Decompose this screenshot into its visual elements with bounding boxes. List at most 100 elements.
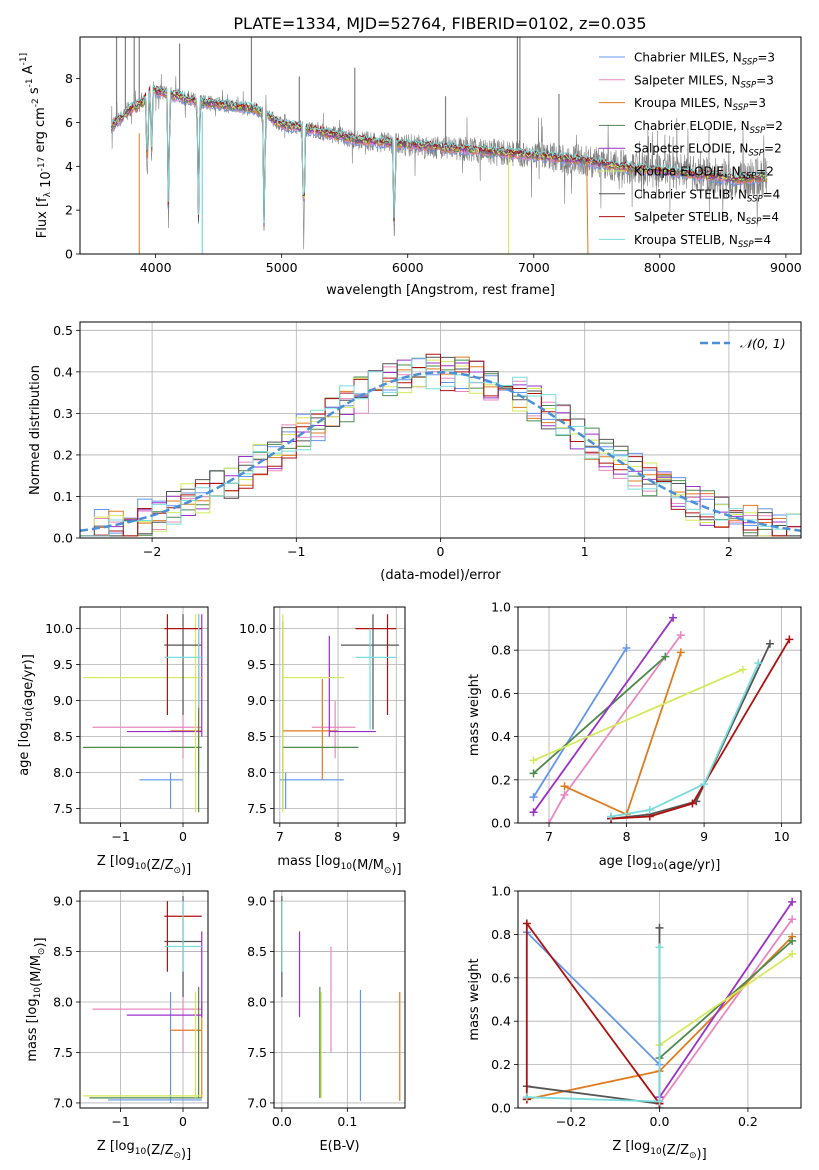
errorbar-salpeter-elodie bbox=[126, 931, 203, 1018]
x-tick-label: 2 bbox=[725, 544, 733, 559]
y-tick-label: 0.4 bbox=[53, 364, 73, 379]
errorbar-chabrier-miles bbox=[139, 772, 184, 809]
mass-vs-EBV-panel-grid bbox=[274, 891, 405, 1108]
legend-entry: Kroupa MILES, NSSP=3 bbox=[634, 96, 766, 113]
legend-entry: Chabrier ELODIE, NSSP=2 bbox=[634, 119, 783, 136]
series-salpeter-miles bbox=[655, 915, 797, 1108]
data-point bbox=[529, 793, 538, 802]
series-line bbox=[525, 920, 661, 1105]
errorbar-kroupa-miles bbox=[170, 1002, 203, 1098]
x-tick-label: 0 bbox=[437, 544, 445, 559]
y-tick-label: 0.8 bbox=[491, 643, 511, 658]
mass-vs-Z-panel-grid bbox=[80, 891, 208, 1108]
x-tick-label: 7000 bbox=[518, 260, 550, 275]
x-tick-label: −1 bbox=[111, 1114, 129, 1129]
y-axis-label: age [log10(age/yr)] bbox=[17, 654, 36, 776]
y-tick-label: 9.5 bbox=[247, 657, 267, 672]
data-point bbox=[788, 949, 797, 958]
axes-frame bbox=[79, 606, 209, 824]
y-tick-label: 8.5 bbox=[53, 729, 73, 744]
mass-vs-EBV-panel-plot-area bbox=[281, 896, 401, 1101]
legend-entry: Salpeter STELIB, NSSP=4 bbox=[634, 210, 779, 227]
series-salpeter-stelib bbox=[522, 919, 664, 1108]
series-line bbox=[658, 953, 793, 1046]
axes-frame bbox=[79, 36, 802, 255]
age-vs-Z-panel: −1 0 7.5 8.0 8.5 9.0 9.5 10.0 Z [log10(Z/Z⊙)] age… bbox=[17, 606, 209, 877]
data-point bbox=[661, 652, 670, 661]
y-tick-label: 0.2 bbox=[491, 772, 511, 787]
errorbar-chabrier-miles bbox=[279, 772, 344, 809]
x-tick-label: −1 bbox=[287, 544, 305, 559]
errorbar-kroupa-stelib bbox=[164, 614, 202, 708]
data-point bbox=[788, 936, 797, 945]
data-point bbox=[529, 769, 538, 778]
y-tick-label: 9.0 bbox=[53, 693, 73, 708]
errorbar-kroupa-miles bbox=[170, 671, 202, 773]
data-point bbox=[655, 923, 664, 932]
y-tick-label: 6 bbox=[65, 115, 73, 130]
x-tick-label: −0.2 bbox=[556, 1114, 586, 1129]
age-vs-mass-panel-plot-area bbox=[279, 614, 400, 813]
data-point bbox=[754, 659, 763, 668]
y-tick-label: 10.0 bbox=[45, 621, 73, 636]
y-tick-label: 0.5 bbox=[53, 323, 73, 338]
series-line bbox=[610, 662, 760, 818]
data-point bbox=[788, 915, 797, 924]
y-tick-label: 9.0 bbox=[247, 693, 267, 708]
x-axis-label: age [log10(age/yr)] bbox=[599, 854, 721, 873]
errorbar-kroupa-elodie bbox=[83, 991, 202, 1098]
x-tick-label: 5000 bbox=[266, 260, 298, 275]
errorbar-kroupa-stelib bbox=[355, 628, 397, 730]
legend-entry: Salpeter ELODIE, NSSP=2 bbox=[634, 142, 782, 159]
data-point bbox=[655, 1097, 664, 1106]
data-point bbox=[622, 644, 631, 653]
data-point bbox=[785, 635, 794, 644]
y-axis-label: Normed distribution bbox=[28, 365, 43, 495]
figure-title: PLATE=1334, MJD=52764, FIBERID=0102, z=0… bbox=[233, 14, 646, 33]
y-tick-label: 1.0 bbox=[491, 600, 511, 615]
spectrum-panel: 4000 5000 6000 7000 8000 9000 0 2 4 6 8 wavelength … bbox=[19, 36, 802, 298]
errorbar-salpeter-miles bbox=[92, 700, 202, 759]
data-point bbox=[645, 806, 654, 815]
errorbar-kroupa-stelib bbox=[164, 901, 202, 972]
y-tick-label: 7.0 bbox=[247, 1095, 267, 1110]
x-tick-label: 9000 bbox=[770, 260, 802, 275]
data-point bbox=[560, 790, 569, 799]
series-line bbox=[658, 918, 793, 1105]
y-tick-label: 8.5 bbox=[247, 944, 267, 959]
data-point bbox=[676, 631, 685, 640]
y-tick-label: 0.8 bbox=[491, 927, 511, 942]
axes-frame bbox=[517, 890, 802, 1109]
y-tick-label: 0.6 bbox=[491, 970, 511, 985]
data-point bbox=[529, 756, 538, 765]
errorbar-salpeter-elodie bbox=[328, 635, 376, 737]
x-tick-label: 0.2 bbox=[738, 1114, 758, 1129]
data-point bbox=[522, 919, 531, 928]
y-tick-label: 9.5 bbox=[53, 657, 73, 672]
axes-frame bbox=[273, 890, 406, 1109]
axes-frame bbox=[79, 890, 209, 1109]
axes-frame bbox=[273, 606, 406, 824]
errorbar-kroupa-elodie bbox=[282, 614, 344, 813]
x-axis-label: Z [log10(Z/Z⊙)] bbox=[612, 1139, 706, 1162]
series-line bbox=[532, 656, 666, 774]
x-axis-label: wavelength [Angstrom, rest frame] bbox=[326, 283, 555, 298]
x-tick-label: 8 bbox=[334, 829, 342, 844]
series-kroupa-elodie bbox=[529, 665, 747, 765]
y-tick-label: 0.2 bbox=[53, 447, 73, 462]
x-axis-label: Z [log10(Z/Z⊙)] bbox=[97, 854, 191, 877]
errorbar-chabrier-miles bbox=[108, 991, 202, 1103]
legend: 𝒩(0, 1) bbox=[700, 336, 786, 351]
legend-entry: 𝒩(0, 1) bbox=[740, 336, 786, 351]
x-tick-label: 6000 bbox=[392, 260, 424, 275]
errorbar-salpeter-elodie bbox=[126, 614, 203, 737]
y-tick-label: 0.1 bbox=[53, 489, 73, 504]
errorbar-chabrier-elodie bbox=[282, 621, 359, 809]
age-vs-Z-panel-grid bbox=[80, 607, 208, 823]
legend-entry: Kroupa STELIB, NSSP=4 bbox=[634, 233, 771, 250]
x-tick-label: 7 bbox=[545, 829, 553, 844]
x-tick-label: 9 bbox=[392, 829, 400, 844]
y-tick-label: 8.0 bbox=[53, 765, 73, 780]
errorbar-salpeter-stelib bbox=[355, 614, 397, 715]
legend-entry: Chabrier MILES, NSSP=3 bbox=[634, 51, 775, 68]
